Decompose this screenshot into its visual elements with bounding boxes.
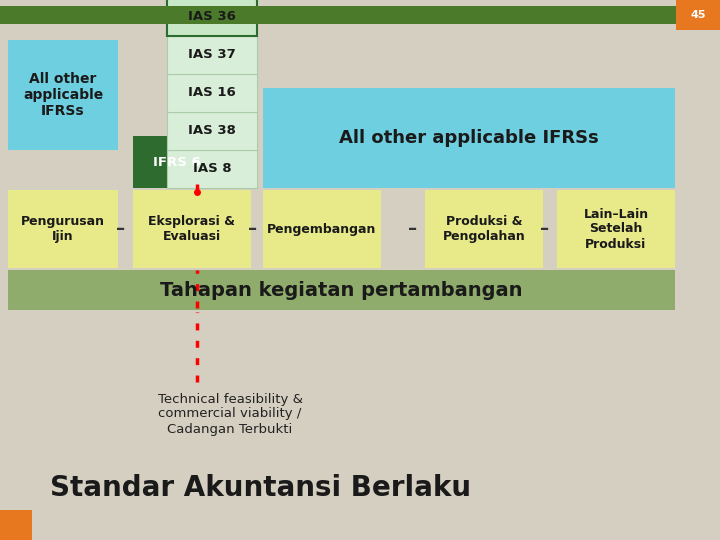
Text: Produksi &
Pengolahan: Produksi & Pengolahan xyxy=(443,215,526,243)
Bar xyxy=(425,190,543,268)
Bar xyxy=(167,0,257,36)
Bar xyxy=(0,510,32,540)
Text: –: – xyxy=(408,220,418,238)
Bar xyxy=(133,190,251,268)
Text: Lain–Lain
Setelah
Produksi: Lain–Lain Setelah Produksi xyxy=(583,207,649,251)
Text: –: – xyxy=(248,220,258,238)
Text: IAS 37: IAS 37 xyxy=(188,49,236,62)
Text: IAS 36: IAS 36 xyxy=(188,10,236,23)
Bar xyxy=(8,190,118,268)
Bar xyxy=(167,112,257,150)
Text: 45: 45 xyxy=(690,10,706,20)
Bar xyxy=(167,74,257,112)
Bar xyxy=(263,88,675,188)
Text: Eksplorasi &
Evaluasi: Eksplorasi & Evaluasi xyxy=(148,215,235,243)
Bar xyxy=(557,190,675,268)
Bar xyxy=(133,136,221,188)
Text: Standar Akuntansi Berlaku: Standar Akuntansi Berlaku xyxy=(50,474,471,502)
Bar xyxy=(8,270,675,310)
Text: IAS 8: IAS 8 xyxy=(193,163,231,176)
Text: IAS 38: IAS 38 xyxy=(188,125,236,138)
Bar xyxy=(0,6,720,24)
Text: IAS 16: IAS 16 xyxy=(188,86,236,99)
Text: IFRS 6: IFRS 6 xyxy=(153,156,201,168)
Text: –: – xyxy=(541,220,549,238)
Text: –: – xyxy=(117,220,125,238)
Bar xyxy=(167,150,257,188)
Text: Pengembangan: Pengembangan xyxy=(267,222,377,235)
Bar xyxy=(8,40,118,150)
Text: All other
applicable
IFRSs: All other applicable IFRSs xyxy=(23,72,103,118)
Bar xyxy=(167,36,257,74)
Text: Pengurusan
Ijin: Pengurusan Ijin xyxy=(21,215,105,243)
Bar xyxy=(676,0,720,30)
Text: Tahapan kegiatan pertambangan: Tahapan kegiatan pertambangan xyxy=(161,280,523,300)
Text: Technical feasibility &
commercial viability /
Cadangan Terbukti: Technical feasibility & commercial viabi… xyxy=(158,393,302,435)
Bar xyxy=(263,190,381,268)
Text: All other applicable IFRSs: All other applicable IFRSs xyxy=(339,129,599,147)
